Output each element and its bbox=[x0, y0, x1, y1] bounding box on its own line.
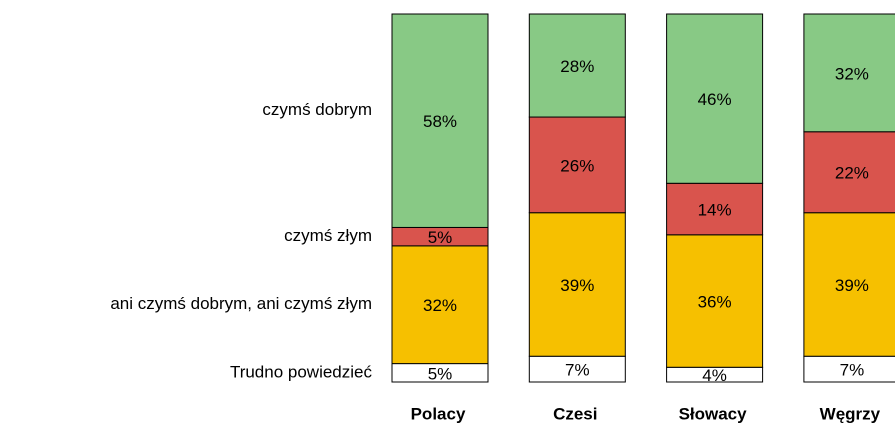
value-label: 22% bbox=[835, 164, 869, 183]
value-label: 26% bbox=[560, 156, 594, 175]
value-label: 5% bbox=[428, 228, 453, 247]
legend-label: czymś złym bbox=[284, 226, 372, 245]
bar-segment bbox=[803, 13, 895, 133]
bar-segment bbox=[528, 355, 626, 383]
bar-segment bbox=[803, 212, 895, 357]
value-label: 5% bbox=[428, 364, 453, 383]
value-label: 32% bbox=[835, 64, 869, 83]
value-label: 39% bbox=[560, 276, 594, 295]
value-label: 39% bbox=[835, 276, 869, 295]
bar-segment bbox=[391, 13, 489, 228]
bar-segment bbox=[666, 182, 764, 236]
value-label: 7% bbox=[565, 361, 590, 380]
bar-segment bbox=[803, 131, 895, 214]
value-label: 7% bbox=[840, 361, 865, 380]
bar-segment bbox=[528, 13, 626, 118]
legend-label: Trudno powiedzieć bbox=[230, 362, 373, 381]
value-label: 58% bbox=[423, 112, 457, 131]
x-tick-label: Węgrzy bbox=[820, 404, 881, 423]
value-label: 46% bbox=[698, 90, 732, 109]
x-tick-label: Czesi bbox=[553, 404, 597, 423]
value-label: 28% bbox=[560, 57, 594, 76]
value-label: 32% bbox=[423, 296, 457, 315]
legend-label: czymś dobrym bbox=[262, 100, 372, 119]
bar-segment bbox=[803, 355, 895, 383]
legend-label: ani czymś dobrym, ani czymś złym bbox=[110, 294, 372, 313]
bar-segment bbox=[391, 245, 489, 365]
value-label: 36% bbox=[698, 293, 732, 312]
x-tick-label: Polacy bbox=[411, 404, 466, 423]
value-label: 4% bbox=[702, 366, 727, 385]
bar-segment bbox=[666, 13, 764, 184]
bar-segment bbox=[528, 116, 626, 214]
x-tick-label: Słowacy bbox=[679, 404, 748, 423]
value-label: 14% bbox=[698, 201, 732, 220]
